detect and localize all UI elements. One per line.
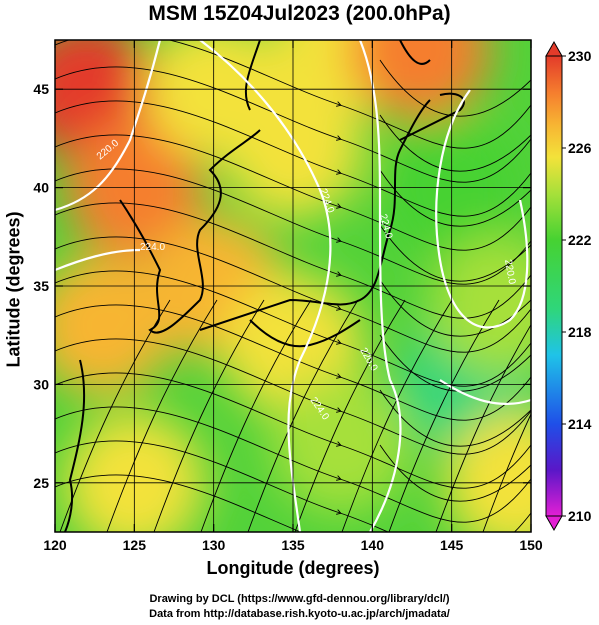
y-tick-label: 45 <box>33 81 49 97</box>
credit-drawing: Drawing by DCL (https://www.gfd-dennou.o… <box>149 593 450 605</box>
contour-1 <box>199 40 332 532</box>
streamline-18 <box>247 299 359 532</box>
streamline-28 <box>379 279 531 337</box>
axis-ticks: 120 125 130 135 140 145 150 25 30 35 40 45 <box>33 40 543 553</box>
colorbar-max-arrow <box>545 40 563 57</box>
streamline-19 <box>294 299 406 532</box>
grid-lines <box>55 40 531 532</box>
field-sample-5 <box>55 255 173 396</box>
colorbar-tick-label: 218 <box>568 324 592 340</box>
x-tick-label: 135 <box>281 537 305 553</box>
streamline-1 <box>55 66 531 183</box>
streamline-4 <box>55 168 531 285</box>
contour-label: 220.0 <box>502 259 517 286</box>
coastline-1 <box>199 99 431 331</box>
coastline-2 <box>249 319 361 348</box>
streamline-22 <box>435 323 531 532</box>
x-tick-label: 120 <box>43 537 67 553</box>
y-tick-label: 35 <box>33 278 49 294</box>
coastlines <box>64 40 465 532</box>
streamline-9 <box>55 338 531 455</box>
streamline-5 <box>55 202 531 319</box>
streamline-30 <box>379 389 531 447</box>
colorbar-tick-label: 214 <box>568 416 592 432</box>
x-tick-label: 150 <box>519 537 543 553</box>
streamline-11 <box>55 406 531 523</box>
colorbar-min-arrow <box>545 515 563 532</box>
colorbar-scale <box>545 55 563 517</box>
streamline-13 <box>55 474 302 532</box>
contour-3 <box>435 89 529 329</box>
contour-5 <box>439 379 531 406</box>
streamline-8 <box>55 304 531 421</box>
coastline-5 <box>244 40 261 111</box>
streamline-24 <box>379 59 531 117</box>
streamline-15 <box>106 299 218 532</box>
colorbar-tick-label: 210 <box>568 508 592 524</box>
x-tick-label: 130 <box>202 537 226 553</box>
coastline-3 <box>399 92 465 141</box>
x-axis-label: Longitude (degrees) <box>206 558 380 578</box>
colorbar: 230 226 222 218 214 210 <box>545 40 592 532</box>
streamline-20 <box>341 299 453 532</box>
coastline-4 <box>64 359 86 532</box>
y-tick-label: 25 <box>33 475 49 491</box>
streamlines <box>55 40 531 532</box>
y-tick-label: 40 <box>33 180 49 196</box>
streamline-25 <box>379 114 531 172</box>
coastline-6 <box>399 40 431 65</box>
field-sample-4 <box>349 40 490 120</box>
colorbar-tick-label: 230 <box>568 48 592 64</box>
chart-title: MSM 15Z04Jul2023 (200.0hPa) <box>148 2 451 25</box>
streamline-10 <box>55 372 531 489</box>
streamline-27 <box>379 224 531 282</box>
x-tick-label: 145 <box>440 537 464 553</box>
contour-2 <box>358 40 402 532</box>
colorbar-tick-label: 226 <box>568 140 592 156</box>
streamline-16 <box>153 299 265 532</box>
contour-4 <box>55 248 141 272</box>
coastline-0 <box>119 129 261 334</box>
x-tick-label: 140 <box>361 537 385 553</box>
colorbar-tick-label: 222 <box>568 232 592 248</box>
contour-label: 224.0 <box>140 242 165 253</box>
streamline-31 <box>379 444 531 502</box>
contour-0 <box>55 40 162 212</box>
streamline-0 <box>55 40 531 149</box>
streamline-21 <box>388 299 500 532</box>
streamline-3 <box>55 134 531 251</box>
field-sample-11 <box>429 235 531 376</box>
streamline-29 <box>379 334 531 392</box>
credit-data-source: Data from http://database.rish.kyoto-u.a… <box>149 608 450 620</box>
y-tick-label: 30 <box>33 376 49 392</box>
streamline-12 <box>55 440 531 532</box>
x-tick-label: 125 <box>123 537 147 553</box>
